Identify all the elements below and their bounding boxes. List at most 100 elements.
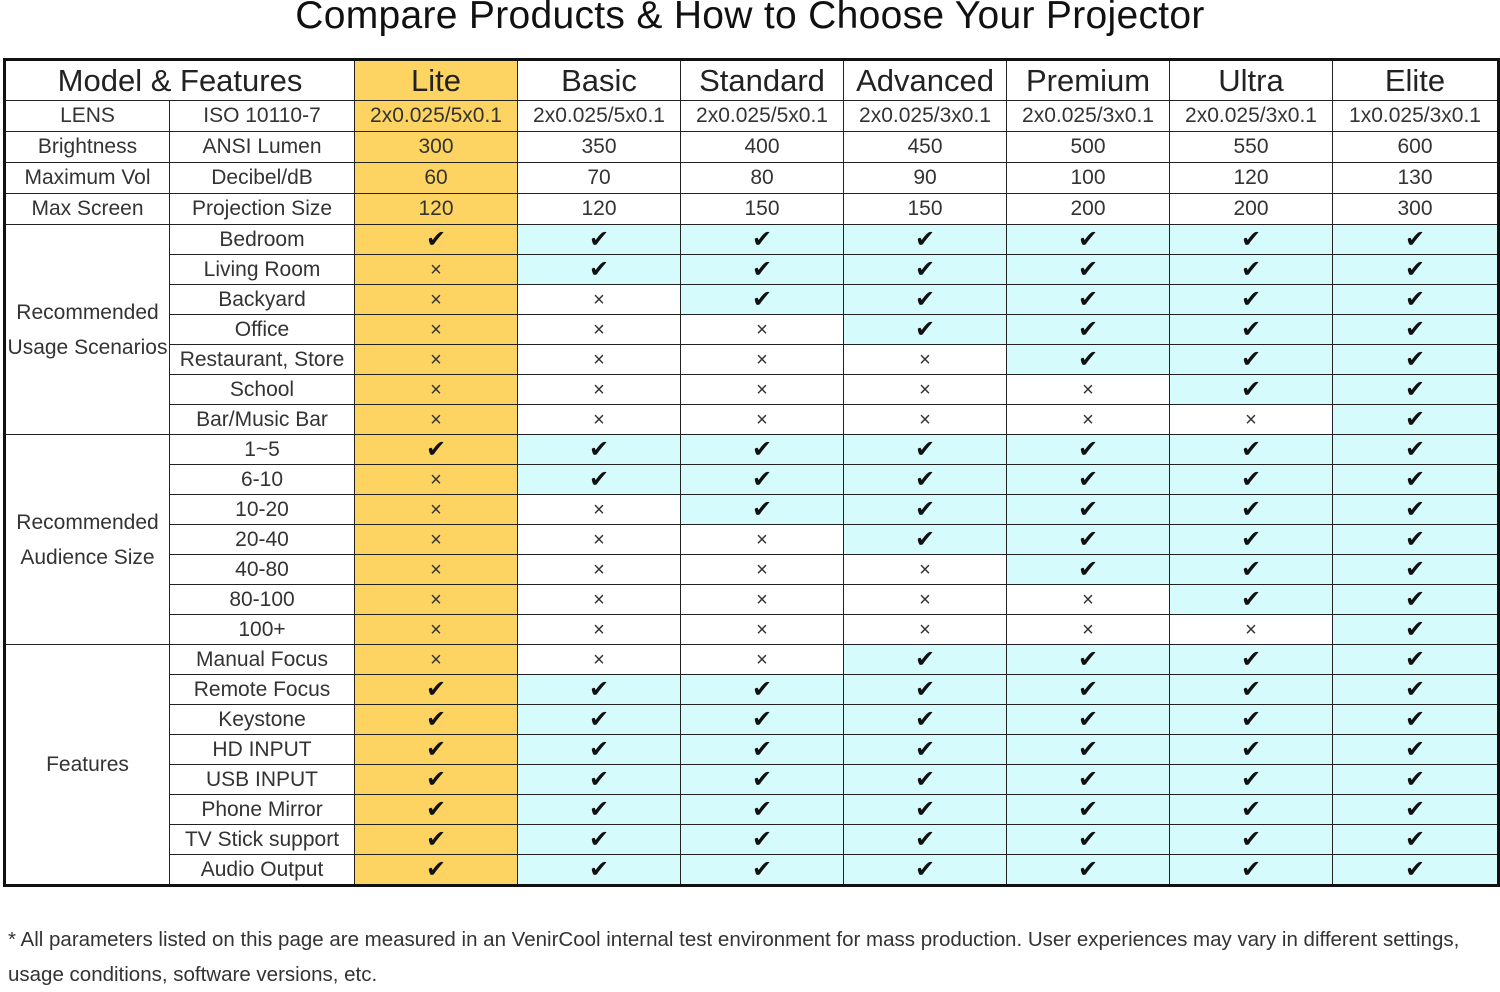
support-cell: ✔ (1006, 284, 1171, 315)
check-icon: ✔ (1404, 616, 1426, 643)
check-icon: ✔ (751, 676, 773, 703)
check-icon: ✔ (914, 286, 936, 313)
check-icon: ✔ (425, 766, 447, 793)
check-icon: ✔ (1240, 646, 1262, 673)
cross-icon: × (756, 348, 768, 371)
support-cell: ✔ (1006, 854, 1171, 886)
support-cell: ✔ (680, 224, 845, 255)
cross-icon: × (593, 648, 605, 671)
support-cell: × (354, 614, 519, 645)
check-icon: ✔ (1404, 676, 1426, 703)
support-cell: ✔ (680, 734, 845, 765)
cross-icon: × (430, 498, 442, 521)
spec-value: 1x0.025/3x0.1 (1332, 100, 1500, 132)
spec-name: Max Screen (4, 193, 170, 225)
support-cell: ✔ (1169, 674, 1334, 705)
support-cell: ✔ (1006, 824, 1171, 855)
cross-icon: × (430, 648, 442, 671)
spec-unit: Decibel/dB (168, 162, 356, 194)
check-icon: ✔ (1077, 736, 1099, 763)
cross-icon: × (593, 528, 605, 551)
support-cell: ✔ (1006, 464, 1171, 495)
support-cell: ✔ (680, 464, 845, 495)
check-icon: ✔ (1240, 736, 1262, 763)
support-cell: ✔ (354, 764, 519, 795)
check-icon: ✔ (1077, 436, 1099, 463)
check-icon: ✔ (1404, 856, 1426, 883)
check-icon: ✔ (751, 256, 773, 283)
check-icon: ✔ (914, 436, 936, 463)
check-icon: ✔ (1077, 226, 1099, 253)
support-cell: × (843, 554, 1008, 585)
support-cell: ✔ (843, 734, 1008, 765)
model-header-lite: Lite (354, 59, 519, 101)
check-icon: ✔ (1404, 766, 1426, 793)
support-cell: ✔ (680, 674, 845, 705)
feature-label: Bedroom (168, 224, 356, 255)
spec-value: 550 (1169, 131, 1334, 163)
support-cell: ✔ (517, 794, 682, 825)
check-icon: ✔ (1077, 286, 1099, 313)
check-icon: ✔ (1077, 796, 1099, 823)
support-cell: × (1006, 614, 1171, 645)
spec-value: 70 (517, 162, 682, 194)
feature-label: Phone Mirror (168, 794, 356, 825)
support-cell: ✔ (1169, 794, 1334, 825)
support-cell: × (354, 494, 519, 525)
support-cell: ✔ (843, 284, 1008, 315)
check-icon: ✔ (1077, 676, 1099, 703)
check-icon: ✔ (1240, 316, 1262, 343)
spec-value: 60 (354, 162, 519, 194)
feature-label: 80-100 (168, 584, 356, 615)
spec-value: 200 (1169, 193, 1334, 225)
check-icon: ✔ (1404, 346, 1426, 373)
support-cell: × (843, 374, 1008, 405)
cross-icon: × (430, 528, 442, 551)
support-cell: × (517, 584, 682, 615)
feature-label: Keystone (168, 704, 356, 735)
check-icon: ✔ (1240, 346, 1262, 373)
feature-row: Living Room × ✔ ✔ ✔ ✔ ✔ ✔ (5, 254, 1500, 285)
check-icon: ✔ (1240, 796, 1262, 823)
check-icon: ✔ (1404, 286, 1426, 313)
support-cell: ✔ (680, 704, 845, 735)
support-cell: ✔ (1169, 464, 1334, 495)
check-icon: ✔ (1240, 256, 1262, 283)
check-icon: ✔ (1077, 826, 1099, 853)
check-icon: ✔ (588, 706, 610, 733)
check-icon: ✔ (588, 826, 610, 853)
support-cell: ✔ (1332, 434, 1500, 465)
support-cell: ✔ (517, 464, 682, 495)
support-cell: ✔ (1332, 734, 1500, 765)
support-cell: ✔ (517, 434, 682, 465)
check-icon: ✔ (1077, 256, 1099, 283)
check-icon: ✔ (588, 466, 610, 493)
check-icon: ✔ (1404, 376, 1426, 403)
feature-label: 40-80 (168, 554, 356, 585)
spec-unit: ANSI Lumen (168, 131, 356, 163)
support-cell: ✔ (1332, 854, 1500, 886)
group-label: Recommended Audience Size (4, 434, 170, 645)
support-cell: ✔ (1006, 314, 1171, 345)
spec-value: 80 (680, 162, 845, 194)
support-cell: × (517, 614, 682, 645)
support-cell: ✔ (354, 794, 519, 825)
support-cell: ✔ (1332, 644, 1500, 675)
feature-row: Recommended Audience Size 1~5 ✔ ✔ ✔ ✔ ✔ ✔ ✔ (4, 434, 1500, 645)
support-cell: × (680, 584, 845, 615)
spec-unit: ISO 10110-7 (168, 100, 356, 132)
support-cell: ✔ (1332, 494, 1500, 525)
feature-row: 6-10 × ✔ ✔ ✔ ✔ ✔ ✔ (5, 464, 1500, 495)
cross-icon: × (919, 618, 931, 641)
support-cell: × (680, 614, 845, 645)
support-cell: × (354, 284, 519, 315)
feature-label: 1~5 (168, 434, 356, 465)
footnote: * All parameters listed on this page are… (8, 928, 1460, 986)
check-icon: ✔ (1240, 526, 1262, 553)
cross-icon: × (1245, 408, 1257, 431)
check-icon: ✔ (425, 736, 447, 763)
support-cell: ✔ (1332, 674, 1500, 705)
check-icon: ✔ (1077, 526, 1099, 553)
feature-row: Phone Mirror ✔ ✔ ✔ ✔ ✔ ✔ ✔ (5, 794, 1500, 825)
cross-icon: × (756, 558, 768, 581)
